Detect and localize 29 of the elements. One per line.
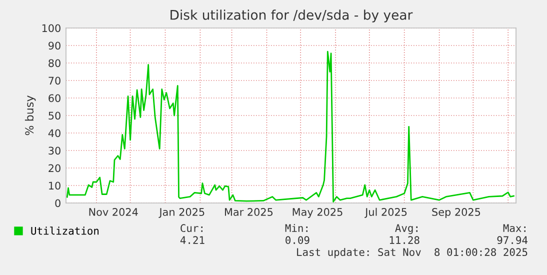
text: Min:: [285, 224, 308, 232]
y-tick-label: 30: [48, 146, 60, 155]
text: Last update: Sat Nov 8 01:00:28 2025: [297, 248, 528, 258]
y-axis-title: % busy: [24, 96, 36, 136]
x-tick-label: Mar 2025: [224, 208, 273, 216]
y-tick-label: 0: [55, 199, 60, 208]
y-tick-label: 40: [48, 129, 60, 138]
text: Cur:: [180, 224, 202, 232]
y-tick-label: 90: [48, 42, 60, 50]
y-tick-label: 60: [48, 94, 60, 102]
y-tick-label: 10: [49, 182, 60, 190]
text: Avg:: [395, 224, 418, 234]
text: 11.28: [390, 236, 420, 244]
y-tick-label: 80: [48, 59, 60, 68]
x-tick-label: Jul 2025: [364, 208, 407, 218]
text: Max:: [503, 224, 526, 232]
x-tick-label: Nov 2024: [89, 208, 138, 216]
text: 97.94: [497, 236, 528, 244]
legend-label: Utilization: [31, 226, 99, 235]
x-tick-label: Jan 2025: [158, 208, 204, 218]
y-tick-label: 100: [42, 24, 60, 32]
y-tick-label: 20: [48, 164, 60, 172]
x-tick-label: May 2025: [292, 208, 342, 218]
text: 0.09: [286, 236, 310, 244]
y-tick-label: 50: [48, 112, 60, 120]
x-tick-label: Sep 2025: [432, 208, 480, 218]
y-tick-label: 70: [48, 76, 60, 85]
text: 4.21: [180, 236, 204, 244]
chart-title: Disk utilization for /dev/sda - by year: [170, 10, 413, 22]
